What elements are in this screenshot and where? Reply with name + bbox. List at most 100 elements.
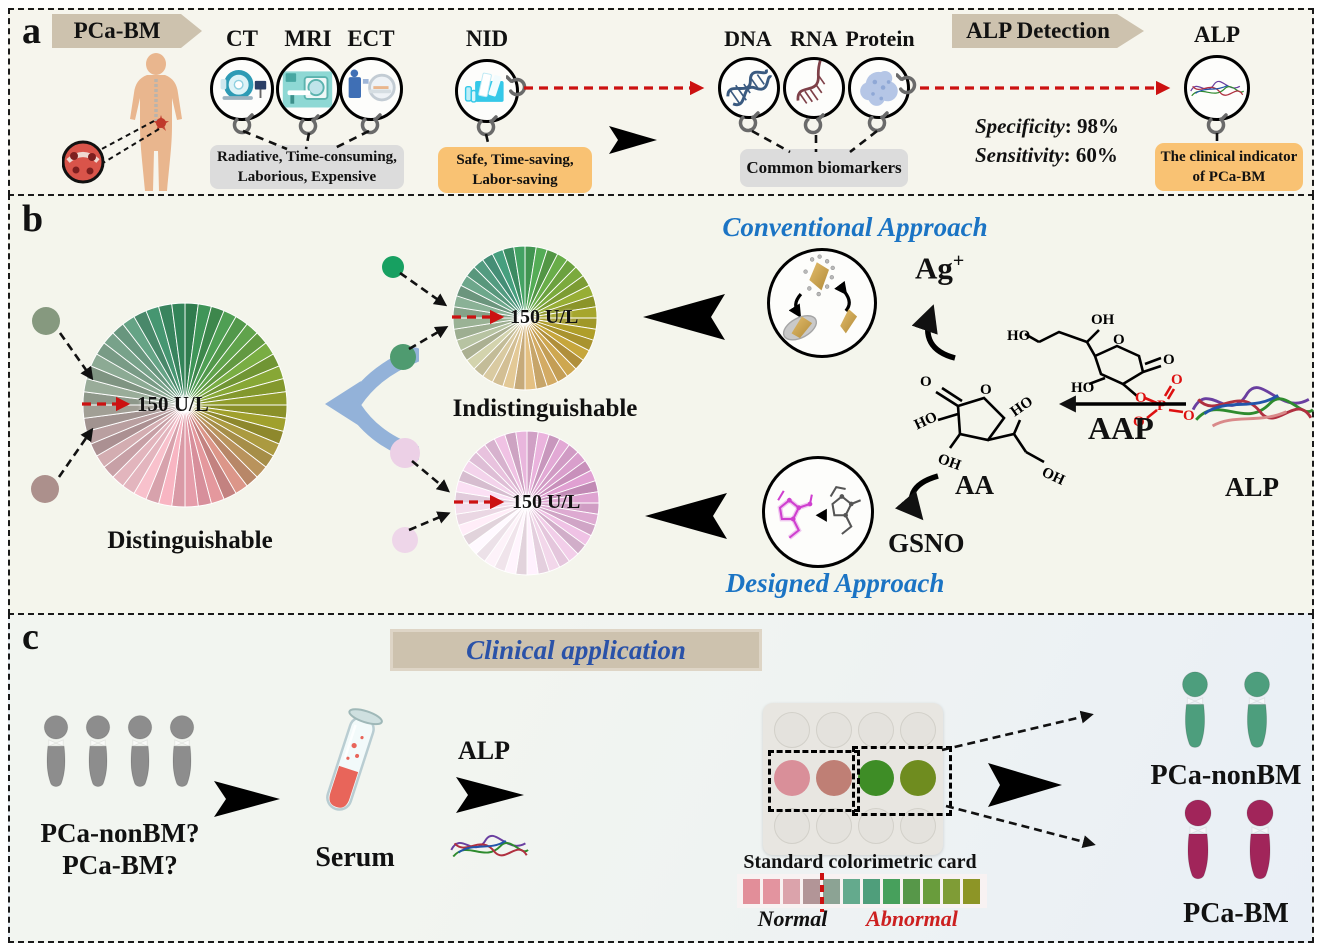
alp-label-b: ALP	[1225, 472, 1279, 502]
serum-tube-icon	[326, 708, 383, 811]
green-pawn-1	[1172, 670, 1218, 762]
svg-text:P: P	[1157, 398, 1166, 414]
specificity-value: : 98%	[1064, 114, 1120, 138]
magnifier-icon-ect	[360, 113, 382, 135]
svg-text:O: O	[980, 382, 992, 398]
colorimetric-card	[737, 874, 987, 908]
magnifier-icon-dna	[738, 111, 760, 133]
threshold-label-2: 150 U/L	[512, 491, 581, 513]
gold-nanoprism-icon	[782, 254, 858, 341]
aa-structure: O O HO OH HO OH	[912, 374, 1067, 489]
card-title: Standard colorimetric card	[743, 851, 977, 873]
aap-label: AAP	[1088, 410, 1154, 446]
magnifier-icon-rna	[803, 113, 825, 135]
normal-wells-bracket	[768, 750, 860, 812]
lesion-spots	[70, 152, 96, 175]
card-swatch	[943, 878, 960, 904]
card-swatch	[803, 878, 820, 904]
sample-well	[858, 760, 894, 796]
silver-ion-label: Ag+	[915, 250, 964, 286]
nid-label: NID	[465, 26, 509, 51]
mri-label: MRI	[284, 26, 332, 51]
svg-text:O: O	[1171, 372, 1183, 388]
svg-text:HO: HO	[1008, 394, 1036, 420]
red-pawn-1	[1175, 798, 1221, 894]
svg-text:HO: HO	[1007, 328, 1030, 344]
threshold-label-3: 150 U/L	[137, 392, 209, 416]
gray-pawn-3	[122, 708, 158, 806]
card-swatch	[903, 878, 920, 904]
svg-text:OH: OH	[1091, 312, 1115, 328]
rna-label: RNA	[790, 26, 838, 51]
svg-text:O: O	[1163, 352, 1175, 368]
card-swatch	[883, 878, 900, 904]
clinical-application-title: Clinical application	[466, 634, 686, 665]
sample-well	[774, 760, 810, 796]
card-swatch	[843, 878, 860, 904]
alp-note-box: The clinical indicator of PCa-BM	[1155, 143, 1303, 191]
panel-b-label: b	[22, 198, 44, 240]
sample-well	[816, 760, 852, 796]
alp-circle	[1184, 55, 1250, 121]
gray-pawn-4	[164, 708, 200, 806]
nid-circle	[455, 59, 519, 123]
magnifier-icon-protein-bottom	[867, 111, 889, 133]
stats-block: Specificity: 98% Sensitivity: 60%	[975, 112, 1119, 171]
nid-kit-icon	[464, 72, 504, 103]
threshold-label-1: 150 U/L	[510, 306, 579, 328]
magnifier-icon-ct	[232, 113, 254, 135]
empty-well	[774, 712, 810, 748]
abnormal-wells-bracket	[852, 746, 952, 816]
gsno-label: GSNO	[888, 528, 965, 558]
svg-text:O: O	[1133, 414, 1145, 430]
gray-pawn-1	[38, 708, 74, 806]
svg-text:O: O	[1183, 408, 1195, 424]
card-swatch	[923, 878, 940, 904]
designed-approach-title: Designed Approach	[725, 568, 945, 598]
mri-scanner-icon	[282, 71, 333, 108]
pelvis-shape	[66, 152, 100, 163]
card-swatch	[743, 878, 760, 904]
magnifier-icon-nid-right	[506, 75, 527, 97]
empty-well	[816, 808, 852, 844]
clinical-application-banner: Clinical application	[390, 629, 762, 671]
svg-text:O: O	[920, 374, 932, 390]
protein-blob-icon	[860, 71, 898, 106]
conventional-mechanism-circle	[767, 248, 877, 358]
designed-mechanism-circle	[762, 456, 874, 568]
sample-dot-green-2	[390, 344, 416, 370]
metastasis-spot	[153, 115, 169, 131]
card-swatch	[763, 878, 780, 904]
indistinguishable-pie	[451, 244, 599, 392]
normal-label: Normal	[757, 906, 828, 931]
alp-ribbon-b	[1191, 386, 1314, 428]
svg-text:HO: HO	[912, 409, 940, 433]
alp-ribbon-icon	[1190, 80, 1245, 97]
specificity-line: Specificity: 98%	[975, 112, 1119, 141]
green-pawn-2	[1234, 670, 1280, 762]
magnifier-icon-protein-right	[896, 73, 917, 95]
dna-circle	[718, 57, 780, 119]
callout-dashed-lines	[99, 120, 160, 164]
sensitivity-label: Sensitivity	[975, 143, 1064, 168]
distinguishable-pie	[81, 301, 289, 509]
sample-dot-pink-1	[390, 438, 420, 468]
designed-pink-pie	[453, 429, 601, 577]
rna-circle	[783, 57, 845, 119]
alp-ribbon-c	[450, 834, 529, 858]
biomarker-note-box: Common biomarkers	[740, 149, 908, 187]
ect-scanner-icon	[348, 69, 396, 102]
patient-body-illustration	[62, 53, 182, 191]
ag-superscript: +	[952, 250, 965, 272]
nid-note-box: Safe, Time-saving, Labor-saving	[438, 147, 592, 193]
panel-a-label: a	[22, 10, 41, 52]
empty-well	[858, 712, 894, 748]
svg-text:O: O	[1113, 332, 1125, 348]
sample-dot-sage	[32, 307, 60, 335]
abnormal-label: Abnormal	[866, 906, 958, 931]
card-swatch	[783, 878, 800, 904]
svg-text:O: O	[1135, 390, 1147, 406]
card-swatch	[863, 878, 880, 904]
